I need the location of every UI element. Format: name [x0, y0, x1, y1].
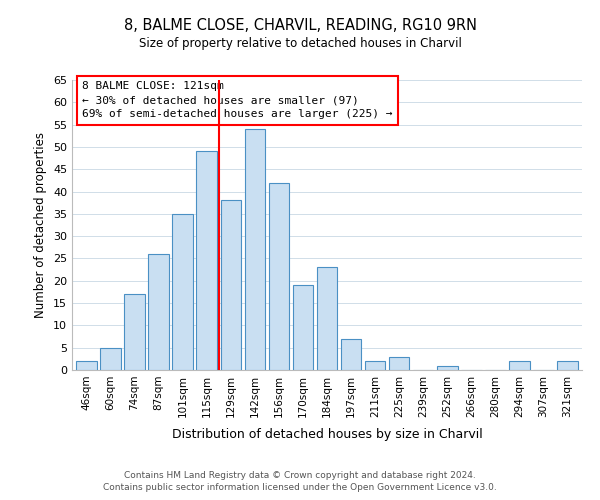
Bar — [172, 214, 193, 370]
Bar — [509, 361, 530, 370]
Text: 8 BALME CLOSE: 121sqm
← 30% of detached houses are smaller (97)
69% of semi-deta: 8 BALME CLOSE: 121sqm ← 30% of detached … — [82, 82, 392, 120]
Text: Size of property relative to detached houses in Charvil: Size of property relative to detached ho… — [139, 38, 461, 51]
Bar — [221, 200, 241, 370]
Bar — [100, 348, 121, 370]
Bar — [76, 361, 97, 370]
Text: Contains public sector information licensed under the Open Government Licence v3: Contains public sector information licen… — [103, 484, 497, 492]
Bar — [341, 339, 361, 370]
Bar — [245, 129, 265, 370]
Bar — [557, 361, 578, 370]
Bar — [293, 285, 313, 370]
Y-axis label: Number of detached properties: Number of detached properties — [34, 132, 47, 318]
Bar — [269, 182, 289, 370]
Bar — [389, 356, 409, 370]
Text: 8, BALME CLOSE, CHARVIL, READING, RG10 9RN: 8, BALME CLOSE, CHARVIL, READING, RG10 9… — [124, 18, 476, 32]
Bar — [196, 152, 217, 370]
Bar — [317, 268, 337, 370]
Bar — [365, 361, 385, 370]
Text: Contains HM Land Registry data © Crown copyright and database right 2024.: Contains HM Land Registry data © Crown c… — [124, 471, 476, 480]
Bar — [124, 294, 145, 370]
X-axis label: Distribution of detached houses by size in Charvil: Distribution of detached houses by size … — [172, 428, 482, 441]
Bar — [437, 366, 458, 370]
Bar — [148, 254, 169, 370]
